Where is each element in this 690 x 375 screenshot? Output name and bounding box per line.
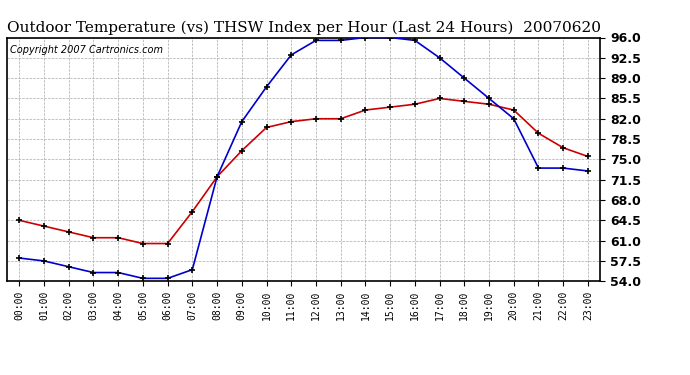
Title: Outdoor Temperature (vs) THSW Index per Hour (Last 24 Hours)  20070620: Outdoor Temperature (vs) THSW Index per …: [7, 21, 600, 35]
Text: Copyright 2007 Cartronics.com: Copyright 2007 Cartronics.com: [10, 45, 163, 55]
